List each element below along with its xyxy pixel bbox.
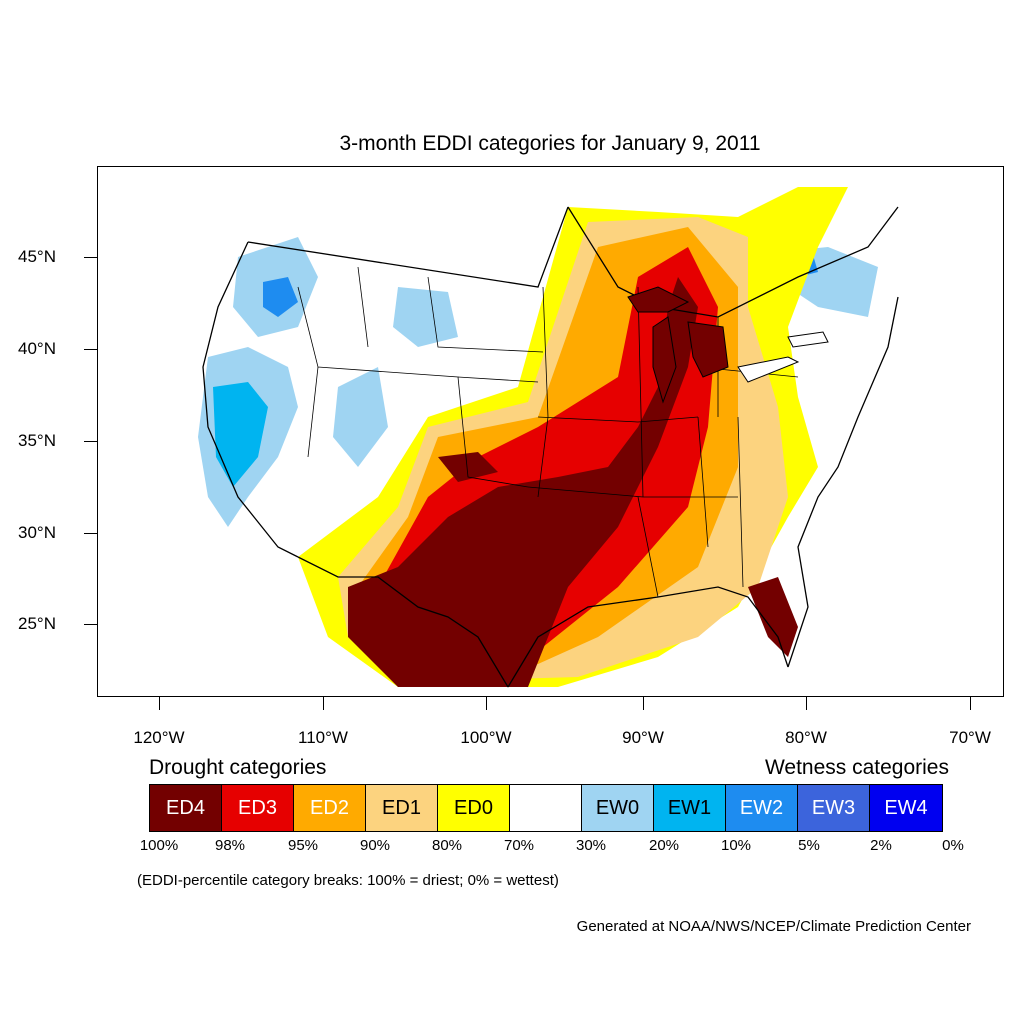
legend-ew2: EW2 bbox=[726, 785, 798, 831]
drought-ed4-zone bbox=[348, 277, 698, 687]
lon-tick bbox=[970, 697, 971, 710]
drought-ed4-florida bbox=[748, 577, 798, 657]
credit-line: Generated at NOAA/NWS/NCEP/Climate Predi… bbox=[576, 918, 971, 935]
lat-label: 45°N bbox=[18, 247, 56, 266]
great-lakes bbox=[627, 286, 729, 404]
percentile-label: 100% bbox=[139, 837, 179, 854]
lon-label: 100°W bbox=[460, 728, 512, 747]
eddi-map bbox=[198, 187, 899, 688]
legend-ed2: ED2 bbox=[294, 785, 366, 831]
map-panel bbox=[97, 166, 1004, 697]
lon-tick bbox=[323, 697, 324, 710]
legend-ed3: ED3 bbox=[222, 785, 294, 831]
wet-region-west-core bbox=[213, 382, 268, 487]
legend-ew1: EW1 bbox=[654, 785, 726, 831]
state-borders bbox=[297, 266, 799, 598]
percentile-label: 20% bbox=[648, 837, 680, 854]
percentile-label: 2% bbox=[870, 837, 892, 854]
lon-label: 70°W bbox=[949, 728, 991, 747]
percentile-label: 95% bbox=[287, 837, 319, 854]
category-legend: ED4 ED3 ED2 ED1 ED0 EW0 EW1 EW2 EW3 EW4 bbox=[149, 784, 943, 832]
lat-label: 35°N bbox=[18, 431, 56, 450]
lat-tick bbox=[84, 533, 97, 534]
percentile-label: 0% bbox=[942, 837, 964, 854]
percentile-label: 90% bbox=[359, 837, 391, 854]
legend-ed1: ED1 bbox=[366, 785, 438, 831]
legend-ed4: ED4 bbox=[150, 785, 222, 831]
wet-region-pacific-nw-core bbox=[263, 277, 298, 317]
lat-label: 25°N bbox=[18, 614, 56, 633]
lon-label: 120°W bbox=[133, 728, 185, 747]
drought-ed4-texas-panhandle bbox=[438, 452, 498, 482]
legend-ed0: ED0 bbox=[438, 785, 510, 831]
percentile-label: 10% bbox=[720, 837, 752, 854]
percentile-label: 98% bbox=[214, 837, 246, 854]
wet-region-utah bbox=[333, 367, 388, 467]
percentile-label: 80% bbox=[431, 837, 463, 854]
legend-ew0: EW0 bbox=[582, 785, 654, 831]
lat-tick bbox=[84, 349, 97, 350]
lon-label: 80°W bbox=[785, 728, 827, 747]
lat-label: 30°N bbox=[18, 523, 56, 542]
map-title: 3-month EDDI categories for January 9, 2… bbox=[339, 132, 761, 155]
lon-tick bbox=[159, 697, 160, 710]
percentile-label: 5% bbox=[798, 837, 820, 854]
lon-tick bbox=[643, 697, 644, 710]
lat-tick bbox=[84, 624, 97, 625]
lon-label: 90°W bbox=[622, 728, 664, 747]
national-borders bbox=[202, 206, 899, 688]
lat-tick bbox=[84, 441, 97, 442]
wet-region-wyoming bbox=[393, 287, 458, 347]
legend-ew4: EW4 bbox=[870, 785, 942, 831]
lon-label: 110°W bbox=[298, 728, 348, 747]
category-note: (EDDI-percentile category breaks: 100% =… bbox=[137, 872, 559, 889]
percentile-label: 70% bbox=[503, 837, 535, 854]
lat-label: 40°N bbox=[18, 339, 56, 358]
percentile-label: 30% bbox=[575, 837, 607, 854]
lon-tick bbox=[486, 697, 487, 710]
lake-erie-ontario bbox=[737, 331, 829, 383]
lon-tick bbox=[806, 697, 807, 710]
legend-ew3: EW3 bbox=[798, 785, 870, 831]
lat-tick bbox=[84, 257, 97, 258]
wetness-categories-label: Wetness categories bbox=[764, 756, 949, 779]
legend-neutral bbox=[510, 785, 582, 831]
drought-categories-label: Drought categories bbox=[149, 756, 327, 779]
